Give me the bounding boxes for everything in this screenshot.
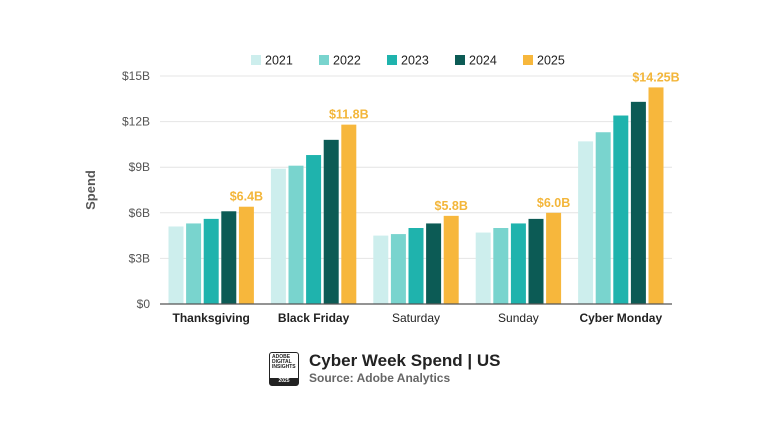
bar-2022 xyxy=(595,132,611,304)
legend-swatch xyxy=(319,55,329,65)
bar-2023 xyxy=(306,155,322,304)
y-tick-label: $0 xyxy=(137,297,151,311)
category-label: Cyber Monday xyxy=(579,311,662,325)
bar-2022 xyxy=(493,228,509,304)
data-label: $14.25B xyxy=(632,70,679,84)
bar-2023 xyxy=(613,115,629,305)
bar-2022 xyxy=(186,223,202,304)
bar-2025 xyxy=(546,212,562,304)
badge-line: ADOBE xyxy=(272,353,291,360)
bar-2025 xyxy=(341,124,357,304)
bar-2022 xyxy=(390,234,406,304)
bar-chart: $0$3B$6B$9B$12B$15B Spend 2021 2022 2023 20… xyxy=(83,54,680,326)
bar-2024 xyxy=(630,101,646,304)
chart-source: Source: Adobe Analytics xyxy=(309,371,451,385)
legend-swatch xyxy=(523,55,533,65)
bar-2023 xyxy=(408,228,424,304)
bar-2024 xyxy=(426,223,442,304)
category-label: Sunday xyxy=(498,311,539,325)
data-label: $6.4B xyxy=(230,190,263,204)
category-labels: Thanksgiving Black Friday Saturday Sunday Cy… xyxy=(173,311,663,325)
bar-2025 xyxy=(648,87,664,305)
chart-footer: ADOBE DIGITAL INSIGHTS 2025 Cyber Week S… xyxy=(269,351,501,386)
bar-2025 xyxy=(238,206,254,304)
y-tick-label: $9B xyxy=(129,160,150,174)
adobe-digital-insights-badge: ADOBE DIGITAL INSIGHTS 2025 xyxy=(269,351,299,386)
category-label: Saturday xyxy=(392,311,440,325)
y-tick-label: $3B xyxy=(129,251,150,265)
bar-2022 xyxy=(288,165,304,304)
bar-2024 xyxy=(528,218,544,304)
data-label: $6.0B xyxy=(537,196,570,210)
bars xyxy=(168,87,664,305)
bar-2024 xyxy=(221,211,237,304)
data-labels: $6.4B $11.8B $5.8B $6.0B $14.25B xyxy=(230,70,680,212)
legend-label: 2023 xyxy=(401,54,429,68)
legend-label: 2022 xyxy=(333,54,361,68)
data-label: $5.8B xyxy=(435,199,468,213)
y-tick-label: $15B xyxy=(122,69,150,83)
category-label: Black Friday xyxy=(278,311,350,325)
badge-line: DIGITAL xyxy=(272,358,292,365)
bar-2021 xyxy=(373,235,389,304)
badge-line: INSIGHTS xyxy=(272,364,296,371)
bar-2021 xyxy=(168,226,184,304)
bar-2025 xyxy=(443,215,459,304)
bar-2021 xyxy=(475,232,491,304)
y-tick-label: $12B xyxy=(122,115,150,129)
y-axis-ticks: $0 $3B $6B $9B $12B $15B xyxy=(122,69,150,311)
legend-swatch xyxy=(387,55,397,65)
category-label: Thanksgiving xyxy=(173,311,250,325)
legend-label: 2021 xyxy=(265,54,293,68)
bar-2024 xyxy=(323,139,339,304)
y-tick-label: $6B xyxy=(129,206,150,220)
legend-label: 2025 xyxy=(537,54,565,68)
bar-2023 xyxy=(203,218,219,304)
bar-2021 xyxy=(578,141,594,304)
legend-swatch xyxy=(251,55,261,65)
data-label: $11.8B xyxy=(329,108,369,122)
y-axis-label: Spend xyxy=(83,170,98,210)
bar-2023 xyxy=(510,223,526,304)
legend-swatch xyxy=(455,55,465,65)
badge-year: 2025 xyxy=(270,377,298,385)
chart-title: Cyber Week Spend | US xyxy=(309,351,501,370)
bar-2021 xyxy=(270,168,286,304)
legend: 2021 2022 2023 2024 2025 xyxy=(251,54,565,68)
legend-label: 2024 xyxy=(469,54,497,68)
